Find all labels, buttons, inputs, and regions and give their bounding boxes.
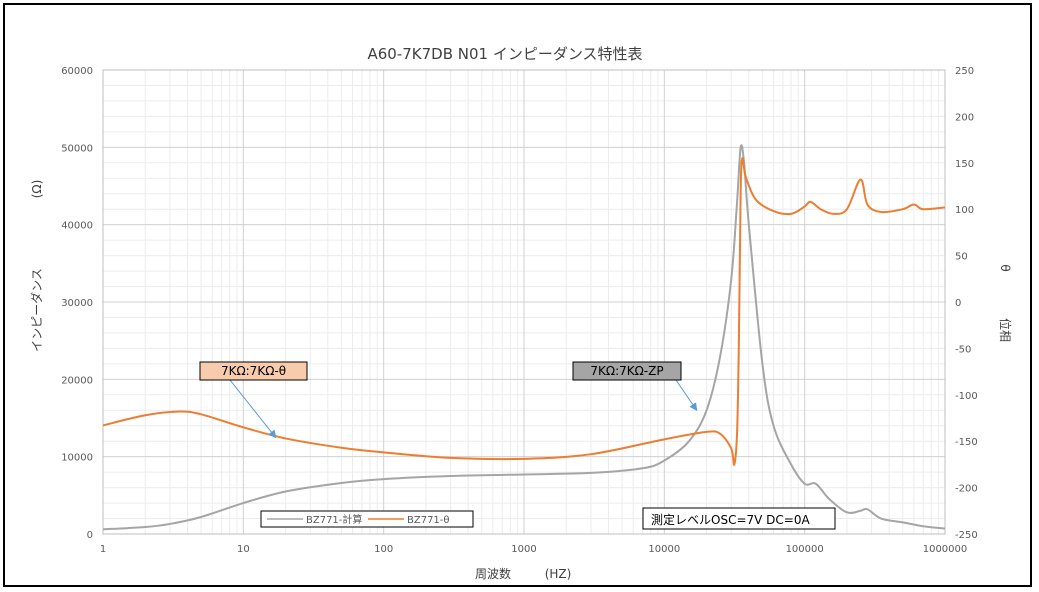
y-axis-unit: (Ω) — [30, 180, 44, 199]
legend-label-calc: BZ771-計算 — [306, 513, 362, 526]
y2-axis-label: 位相 — [998, 318, 1013, 342]
y2-tick-label: -150 — [955, 437, 978, 448]
y2-tick-label: 150 — [955, 159, 974, 170]
y-tick-label: 50000 — [61, 143, 93, 154]
y-tick-label: 10000 — [61, 453, 93, 464]
x-tick-label: 10 — [237, 544, 250, 555]
y2-axis-unit: θ — [998, 264, 1012, 271]
measurement-note-text: 測定レベルOSC=7V DC=0A — [651, 512, 810, 527]
y-tick-label: 30000 — [61, 298, 93, 309]
measurement-note: 測定レベルOSC=7V DC=0A — [642, 507, 836, 530]
y2-tick-label: 250 — [955, 66, 974, 77]
x-tick-label: 10000 — [648, 544, 680, 555]
callout-box — [199, 361, 308, 381]
callout-box — [572, 361, 682, 381]
plot-area — [102, 69, 946, 535]
y-tick-label: 40000 — [61, 221, 93, 232]
y2-tick-label: 100 — [955, 205, 974, 216]
x-axis-label: 周波数 — [475, 566, 511, 581]
callout-label: 7KΩ:7KΩ-ZP — [590, 364, 663, 378]
callouts: 7KΩ:7KΩ-θ 7KΩ:7KΩ-ZP — [199, 361, 698, 439]
legend-label-theta: BZ771-θ — [407, 515, 450, 526]
y2-tick-label: -50 — [955, 344, 971, 355]
x-tick-label: 1000 — [511, 544, 536, 555]
series-line-calc — [102, 144, 946, 531]
y-tick-label: 60000 — [61, 66, 93, 77]
plot-border — [102, 69, 946, 535]
callout-label: 7KΩ:7KΩ-θ — [221, 364, 286, 378]
x-tick-label: 1 — [100, 544, 106, 555]
x-tick-label: 1000000 — [923, 544, 968, 555]
y2-tick-label: -250 — [955, 530, 978, 541]
chart-frame: 1 10 100 1000 10000 100000 1000000 0 10000 20000 3… — [3, 3, 1032, 587]
callout-arrow — [675, 379, 698, 412]
x-tick-label: 100 — [374, 544, 393, 555]
y2-tick-label: 200 — [955, 112, 974, 123]
callout-arrow — [229, 379, 277, 439]
chart-title: A60-7K7DB N01 インピーダンス特性表 — [367, 45, 642, 63]
y2-tick-label: -200 — [955, 484, 978, 495]
y2-tick-label: 50 — [955, 252, 968, 263]
legend: BZ771-計算 BZ771-θ — [260, 510, 474, 528]
y-axis-label: インピーダンス — [29, 268, 44, 352]
x-axis-unit: (HZ) — [545, 567, 572, 581]
tick-labels: 1 10 100 1000 10000 100000 1000000010000200003… — [61, 66, 978, 555]
series-layer — [102, 144, 946, 531]
x-tick-label: 100000 — [786, 544, 824, 555]
series-line-theta — [102, 157, 946, 466]
y-tick-label: 0 — [87, 530, 93, 541]
impedance-chart: 1 10 100 1000 10000 100000 1000000010000200003… — [29, 45, 1013, 581]
y-tick-label: 20000 — [61, 375, 93, 386]
y2-tick-label: 0 — [955, 298, 961, 309]
y2-tick-label: -100 — [955, 391, 978, 402]
